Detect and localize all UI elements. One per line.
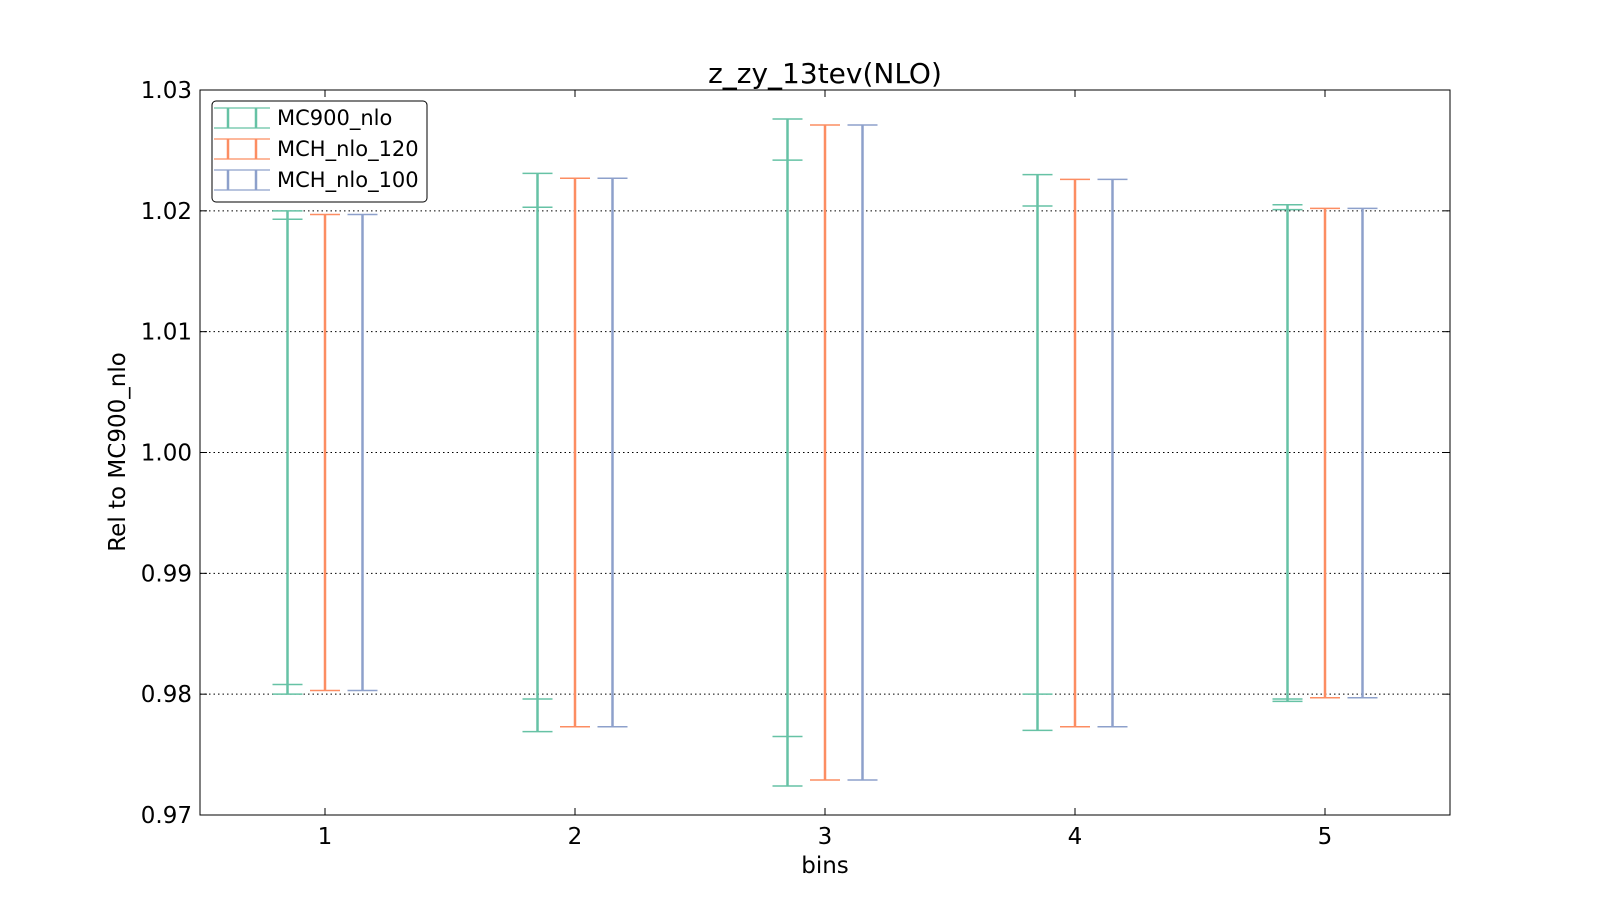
- x-tick-label: 1: [318, 824, 333, 850]
- legend-label: MC900_nlo: [277, 106, 392, 131]
- x-tick-label: 3: [818, 824, 833, 850]
- legend-label: MCH_nlo_100: [277, 168, 419, 193]
- y-tick-label: 1.03: [141, 78, 192, 104]
- errorbar-group: [272, 118, 1378, 787]
- axis-ticks: 0.97 0.98 0.99 1.00 1.01 1.02 1.03 1 2 3 4 5: [141, 78, 1450, 850]
- legend-box: [211, 100, 428, 203]
- grid-lines: [200, 210, 1450, 695]
- y-tick-label: 0.98: [141, 682, 192, 708]
- y-tick-label: 0.99: [141, 561, 192, 587]
- x-tick-label: 4: [1068, 824, 1083, 850]
- legend: MC900_nlo MCH_nlo_120 MCH_nlo_100: [211, 100, 428, 203]
- y-tick-label: 0.97: [141, 803, 192, 829]
- y-axis-label: Rel to MC900_nlo: [105, 352, 131, 552]
- x-tick-label: 2: [568, 824, 583, 850]
- legend-label: MCH_nlo_120: [277, 137, 419, 162]
- y-tick-label: 1.00: [141, 441, 192, 467]
- x-axis-label: bins: [801, 853, 849, 879]
- y-tick-label: 1.02: [141, 199, 192, 225]
- chart-title: z_zy_13tev(NLO): [708, 57, 942, 90]
- y-tick-label: 1.01: [141, 320, 192, 346]
- x-tick-label: 5: [1318, 824, 1333, 850]
